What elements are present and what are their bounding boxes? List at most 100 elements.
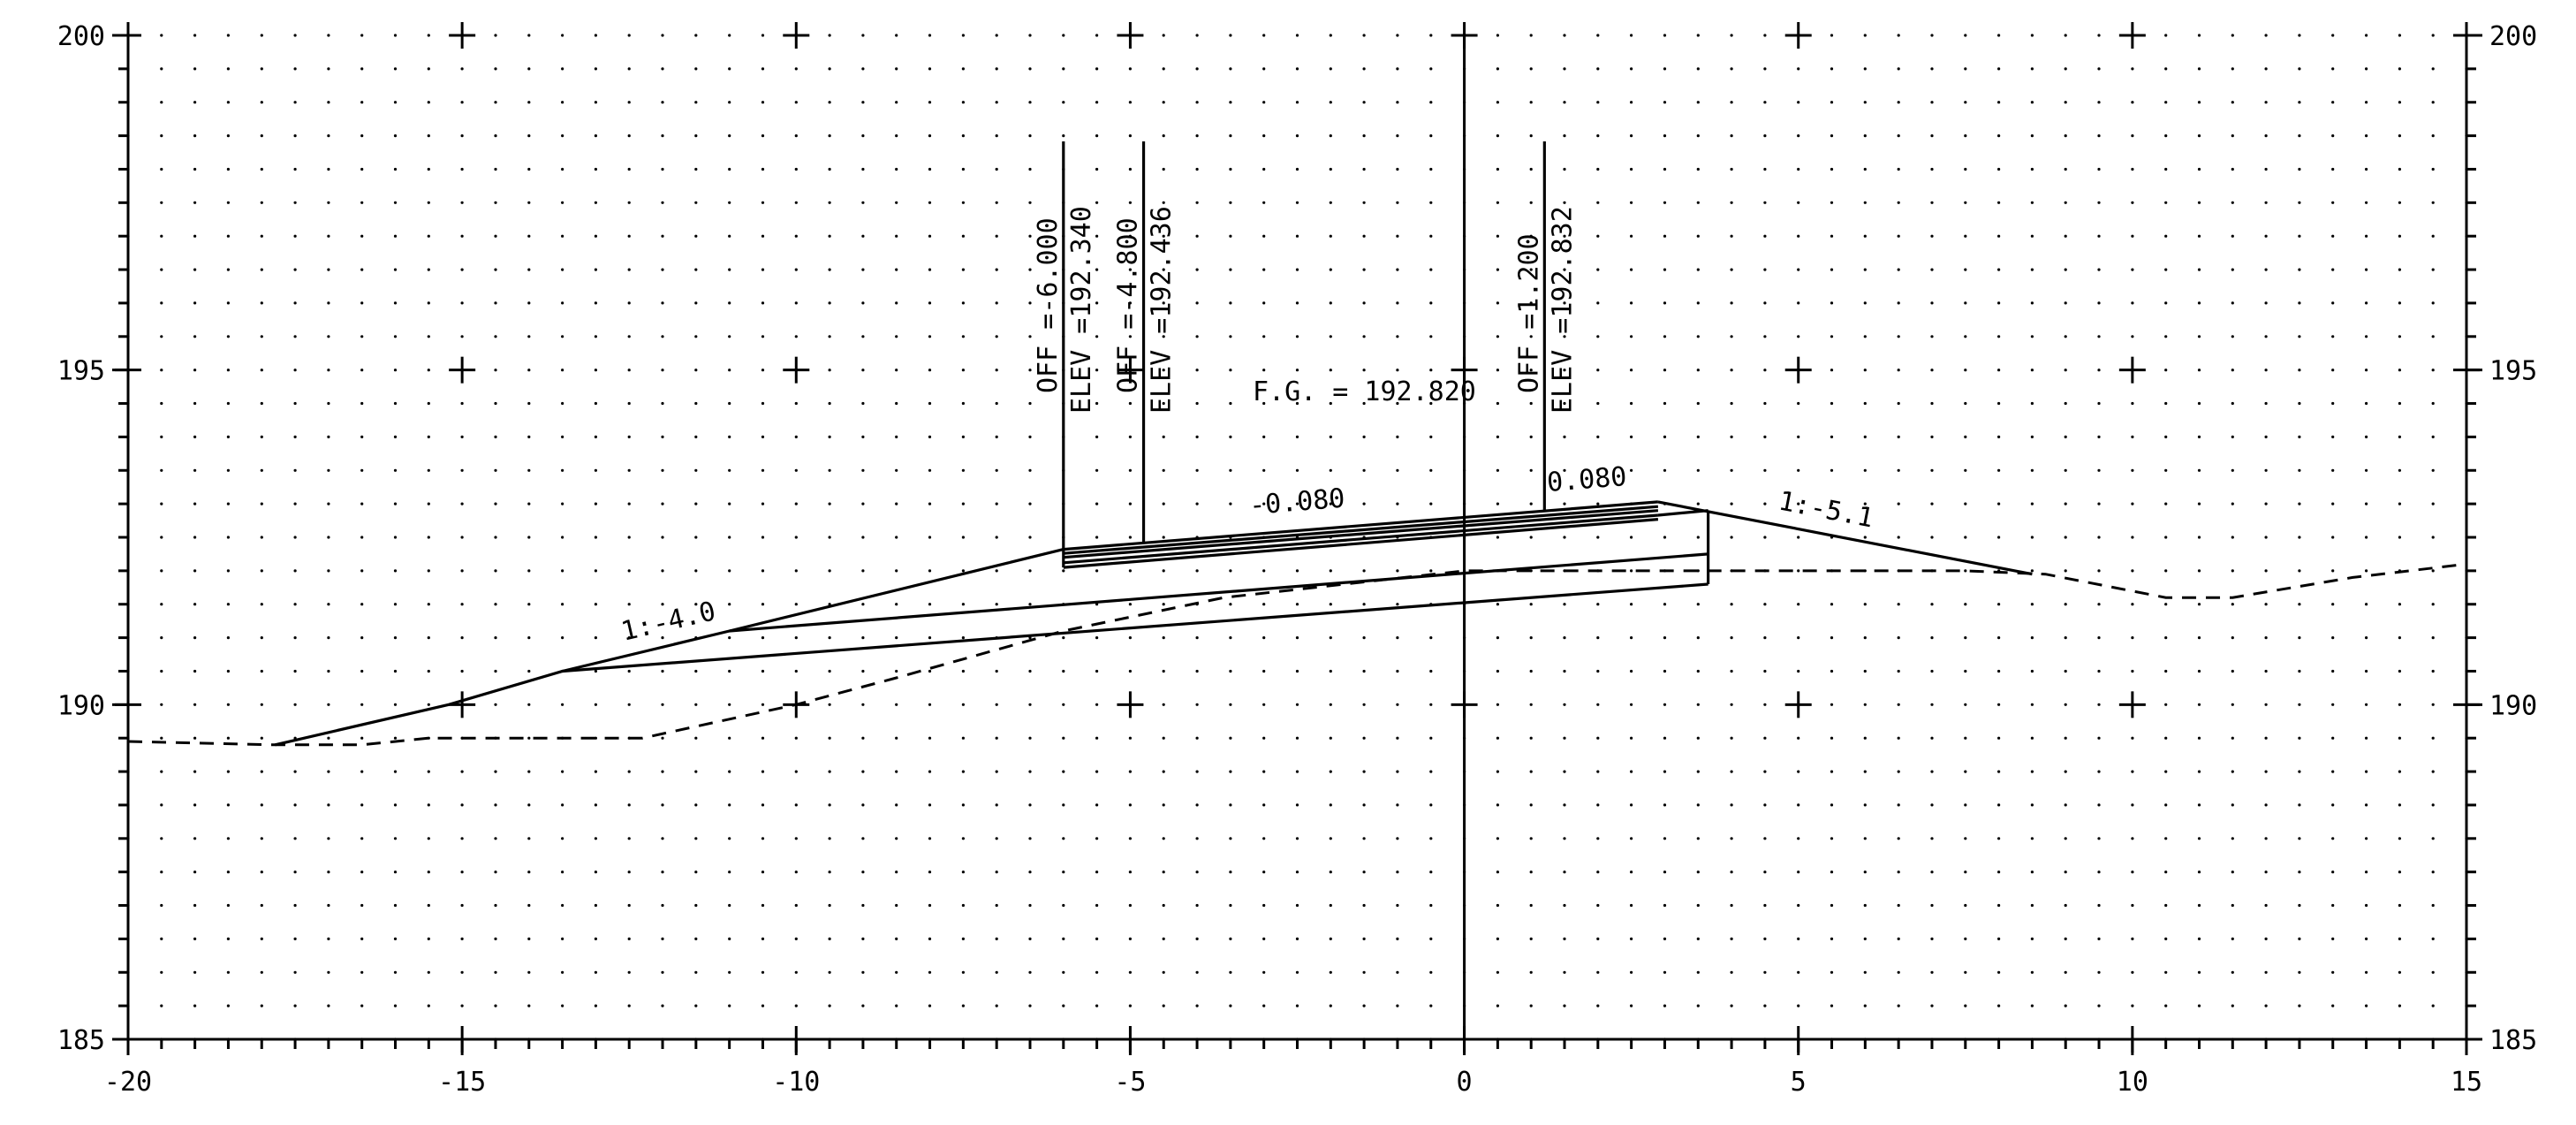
grid-dot: [1529, 134, 1533, 138]
grid-dot: [1295, 970, 1299, 974]
pavement-layer: [1063, 505, 1659, 555]
grid-dot: [728, 569, 731, 573]
y-tick-label-right: 195: [2489, 356, 2537, 387]
grid-dot: [1529, 335, 1533, 338]
grid-dot: [895, 736, 898, 740]
grid-dot: [627, 335, 631, 338]
grid-dot: [393, 201, 398, 204]
grid-dot: [895, 1004, 898, 1007]
grid-dot: [494, 67, 497, 71]
grid-dot: [2097, 536, 2101, 539]
grid-dot: [2064, 669, 2067, 673]
grid-dot: [561, 937, 564, 940]
grid-dot: [794, 803, 798, 807]
grid-dot: [627, 803, 631, 807]
grid-dot: [2131, 67, 2134, 71]
grid-dot: [1095, 770, 1099, 773]
grid-dot: [1763, 736, 1767, 740]
grid-dot: [360, 335, 364, 338]
grid-dot: [728, 369, 731, 372]
grid-dot: [1229, 134, 1232, 138]
grid-dot: [2164, 870, 2168, 874]
grid-dot: [160, 502, 163, 505]
grid-dot: [761, 837, 765, 840]
grid-dot: [393, 870, 398, 874]
grid-dot: [1262, 669, 1266, 673]
grid-dot: [1429, 937, 1433, 940]
grid-dot: [895, 101, 898, 104]
grid-dot: [1529, 970, 1533, 974]
grid-dot: [393, 435, 398, 438]
grid-dot: [1797, 636, 1800, 640]
grid-dot: [2365, 234, 2368, 238]
grid-dot: [226, 401, 230, 406]
grid-dot: [1596, 669, 1600, 673]
grid-dot: [1630, 770, 1633, 773]
grid-dot: [193, 502, 197, 505]
grid-dot: [2298, 301, 2301, 305]
grid-dot: [828, 569, 831, 573]
x-tick-label: -5: [1114, 1067, 1146, 1098]
grid-dot: [728, 101, 731, 104]
grid-dot: [527, 770, 531, 773]
grid-dot: [2331, 837, 2335, 840]
grid-dot: [327, 870, 330, 874]
grid-dot: [561, 1004, 564, 1007]
grid-dot: [1496, 970, 1499, 974]
grid-dot: [2097, 335, 2101, 338]
grid-dot: [1797, 770, 1800, 773]
grid-dot: [1730, 870, 1733, 874]
grid-dot: [1429, 903, 1433, 908]
grid-dot: [995, 569, 998, 573]
grid-dot: [1329, 101, 1332, 104]
grid-dot: [1195, 970, 1199, 974]
grid-dot: [1396, 67, 1399, 71]
grid-dot: [1429, 301, 1433, 305]
grid-dot: [2030, 268, 2034, 271]
grid-dot: [995, 837, 998, 840]
grid-dot: [1195, 268, 1199, 271]
grid-dot: [2131, 803, 2134, 807]
grid-dot: [2097, 401, 2101, 406]
existing-ground-profile: [127, 562, 2467, 747]
grid-dot: [1930, 468, 1934, 472]
grid-dot: [1696, 937, 1700, 940]
grid-dot: [1062, 134, 1065, 138]
grid-dot: [2264, 134, 2268, 138]
grid-dot: [1262, 903, 1266, 908]
grid-dot: [1964, 970, 1967, 974]
grid-dot: [1496, 435, 1499, 438]
grid-dot: [1730, 335, 1733, 338]
y-tick-label-left: 200: [57, 21, 105, 52]
grid-dot: [794, 603, 798, 606]
grid-dot: [1262, 268, 1266, 271]
grid-dot: [1830, 837, 1834, 840]
grid-dot: [1429, 736, 1433, 740]
grid-dot: [1062, 1004, 1065, 1007]
grid-dot: [1964, 502, 1967, 505]
grid-dot: [1964, 335, 1967, 338]
grid-dot: [1863, 736, 1867, 740]
grid-dot: [2097, 201, 2101, 204]
grid-dot: [1429, 1004, 1433, 1007]
grid-dot: [2298, 34, 2301, 37]
pavement-layer: [1063, 500, 1659, 551]
grid-dot: [995, 803, 998, 807]
grid-dot: [1663, 970, 1667, 974]
grid-dot: [260, 369, 263, 372]
grid-dot: [1128, 837, 1132, 840]
grid-dot: [1630, 870, 1633, 874]
grid-dot: [661, 502, 664, 505]
grid-dot: [761, 502, 765, 505]
grid-dot: [627, 468, 631, 472]
grid-dot: [1830, 401, 1834, 406]
grid-dot: [861, 167, 865, 171]
grid-dot: [1128, 468, 1132, 472]
grid-dot: [527, 903, 531, 908]
grid-dot: [2431, 201, 2435, 204]
grid-dot: [1964, 268, 1967, 271]
grid-dot: [2431, 837, 2435, 840]
grid-dot: [761, 636, 765, 640]
grid-dot: [1830, 870, 1834, 874]
grid-dot: [895, 435, 898, 438]
